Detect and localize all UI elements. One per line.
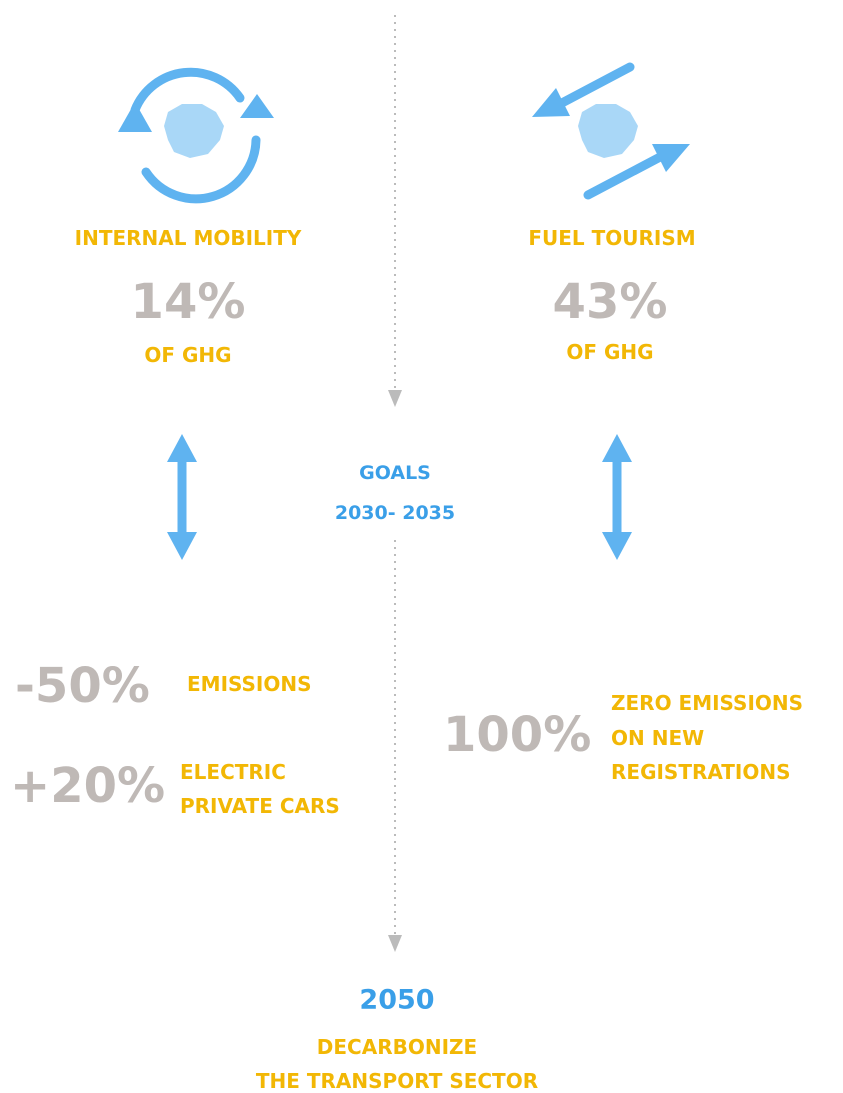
section-title: INTERNAL MOBILITY [75, 226, 302, 250]
share-label: OF GHG [566, 340, 653, 364]
final-text: DECARBONIZE [317, 1035, 477, 1059]
share-label: OF GHG [144, 343, 231, 367]
share: 14% [131, 274, 246, 330]
goal-text: ZERO EMISSIONS [611, 691, 803, 715]
final-text: THE TRANSPORT SECTOR [256, 1069, 538, 1093]
internal-mobility-icon [118, 67, 274, 204]
flow-arrowhead [388, 935, 402, 952]
goal-value: +20% [10, 758, 165, 814]
goal-text: PRIVATE CARS [180, 794, 340, 818]
goal-value: 100% [443, 707, 591, 763]
goals-period: 2030- 2035 [335, 502, 455, 524]
goals-title: GOALS [359, 462, 431, 484]
share: 43% [553, 274, 668, 330]
double-arrow [602, 434, 632, 560]
goal-text: REGISTRATIONS [611, 760, 791, 784]
section-title: FUEL TOURISM [528, 226, 695, 250]
flow-arrowhead [388, 390, 402, 407]
fuel-tourism-icon [532, 62, 690, 200]
goal-value: -50% [15, 658, 150, 714]
double-arrow [167, 434, 197, 560]
goal-text: EMISSIONS [187, 672, 312, 696]
goal-text: ELECTRIC [180, 760, 286, 784]
final-year: 2050 [359, 985, 434, 1016]
goal-text: ON NEW [611, 726, 704, 750]
